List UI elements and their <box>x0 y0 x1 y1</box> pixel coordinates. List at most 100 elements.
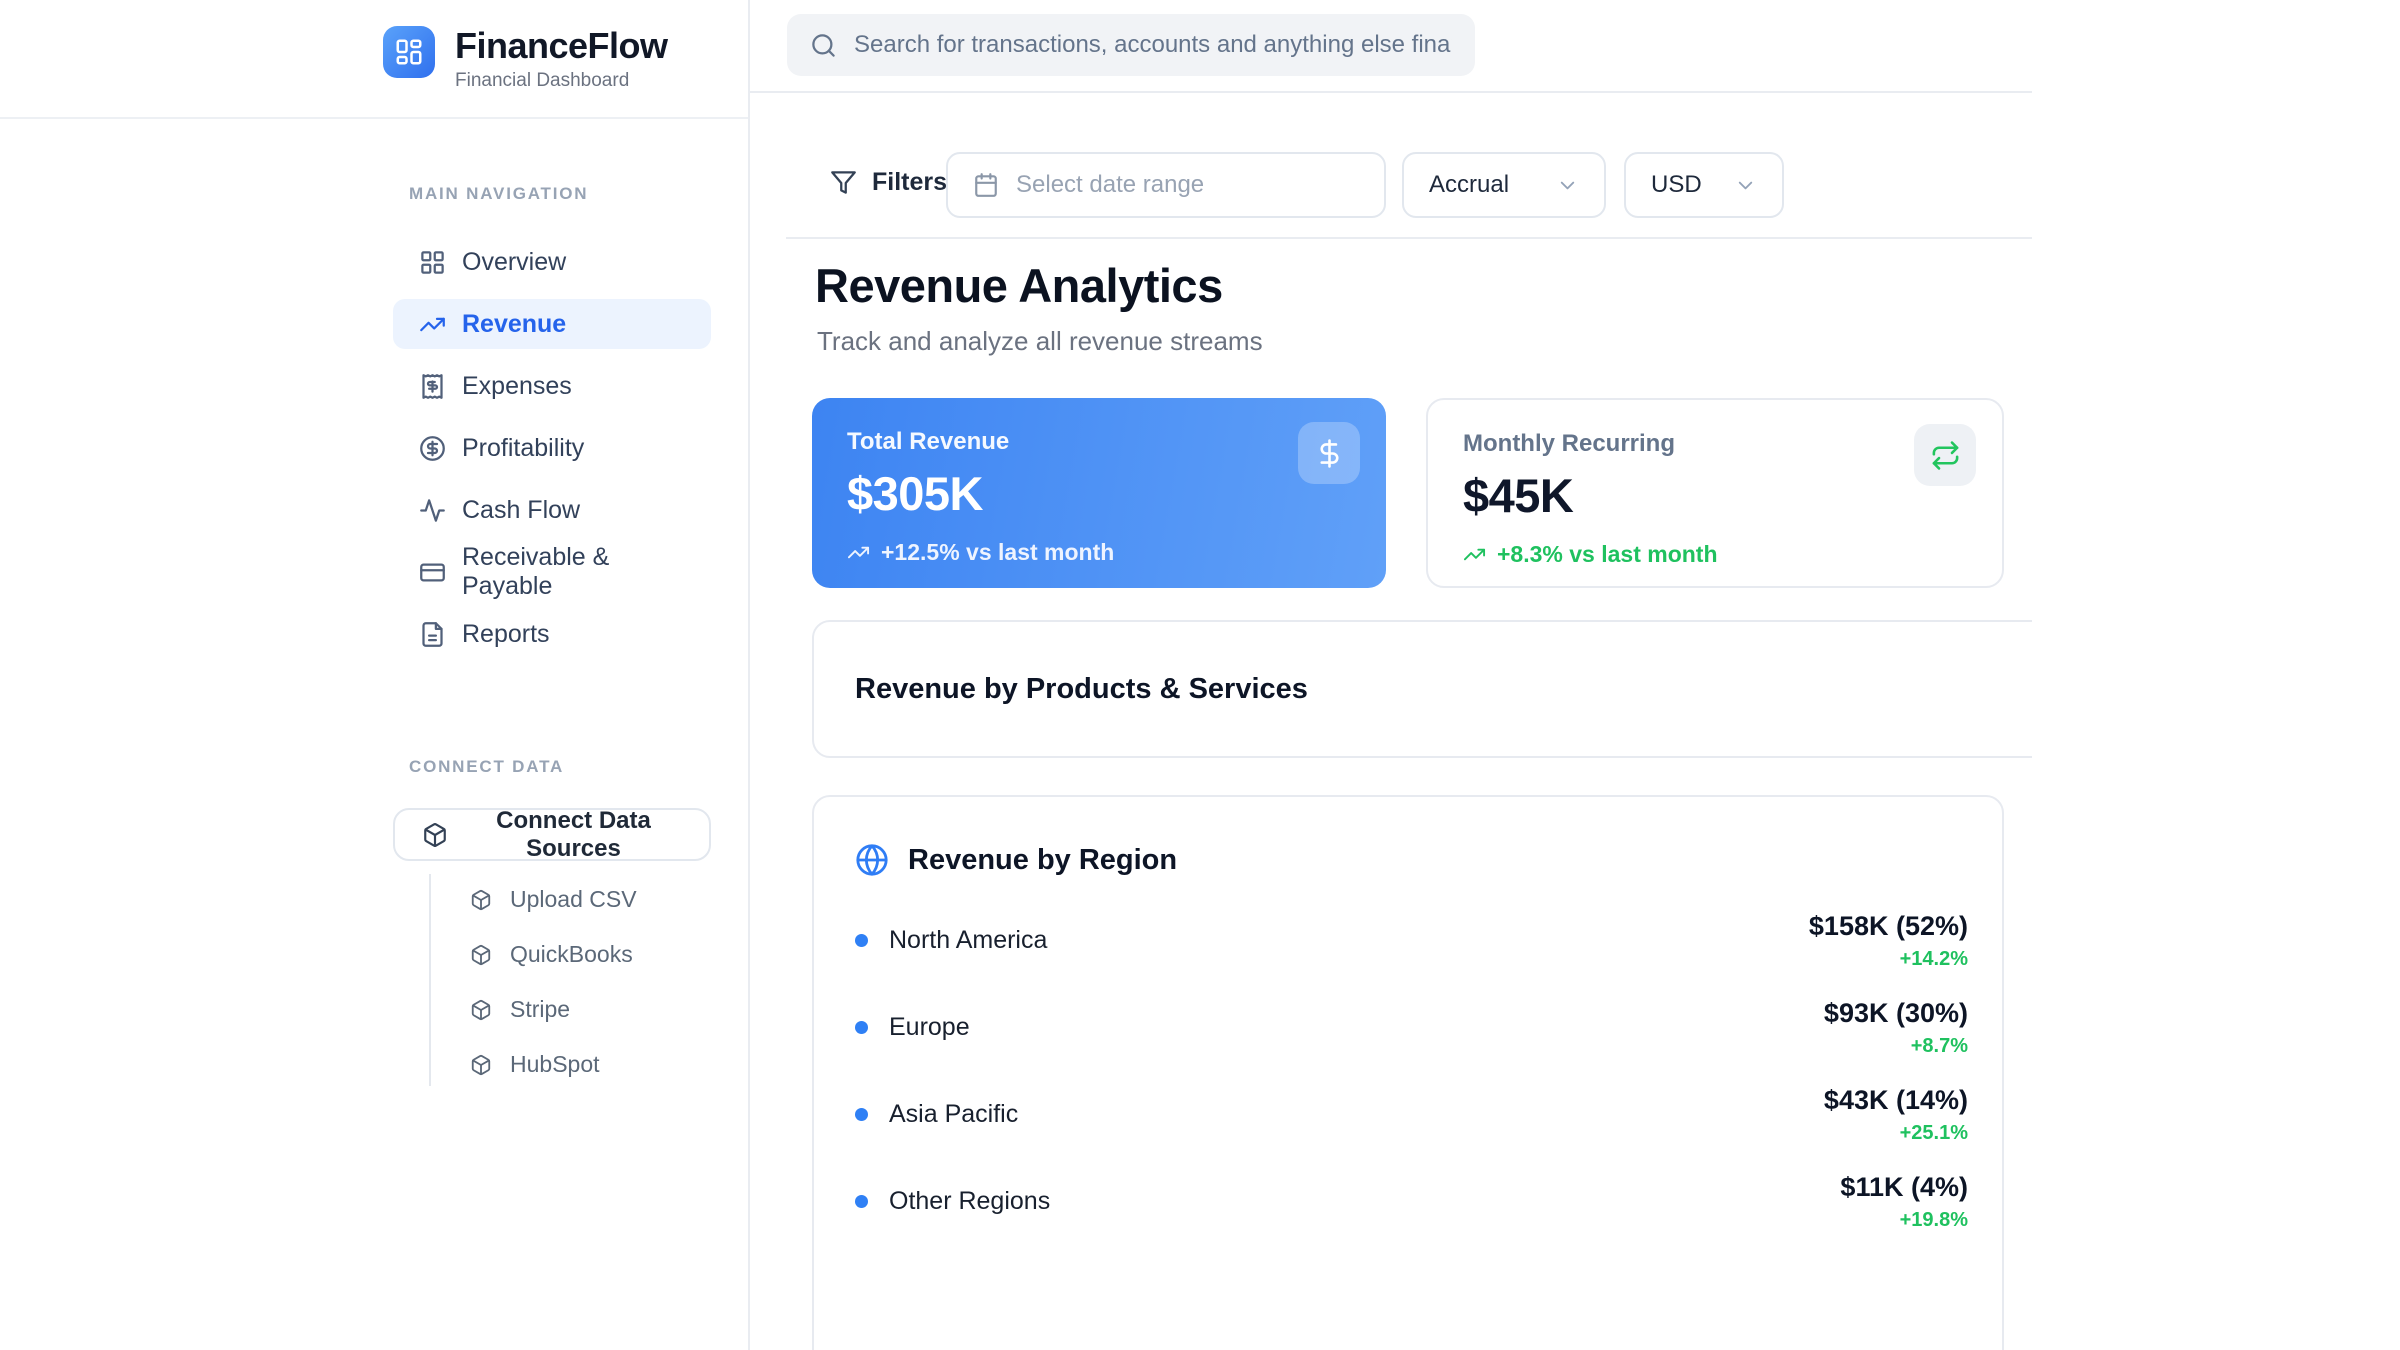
page-subtitle: Track and analyze all revenue streams <box>817 326 1263 356</box>
sidebar-item-revenue[interactable]: Revenue <box>393 299 711 349</box>
kpi-label: Total Revenue <box>847 428 1010 455</box>
sidebar-item-profitability[interactable]: Profitability <box>393 423 711 473</box>
connect-item-label: Stripe <box>510 996 571 1022</box>
region-name: Europe <box>889 1013 970 1041</box>
region-value: $93K (30%) <box>1823 997 1968 1028</box>
region-name: Other Regions <box>889 1187 1051 1215</box>
sidebar-item-label: Revenue <box>462 309 567 338</box>
dashboard-logo-icon <box>394 37 424 67</box>
bullet-dot-icon <box>855 934 868 947</box>
brand-tagline: Financial Dashboard <box>455 70 630 91</box>
sidebar-item-label: Reports <box>462 619 550 648</box>
connect-item-upload-csv[interactable]: Upload CSV <box>470 872 637 927</box>
kpi-label: Monthly Recurring <box>1463 430 1676 457</box>
calendar-icon <box>973 172 999 198</box>
trending-up-icon <box>419 311 446 338</box>
kpi-delta: +8.3% vs last month <box>1463 541 1967 568</box>
kpi-monthly-recurring-card: Monthly Recurring $45K +8.3% vs last mon… <box>1426 398 2004 588</box>
search-box <box>787 14 1475 76</box>
region-delta: +25.1% <box>1899 1121 1968 1144</box>
date-range-placeholder: Select date range <box>1016 171 1205 198</box>
layout-grid-icon <box>419 249 446 276</box>
filters-label: Filters <box>872 168 948 196</box>
package-icon <box>470 944 492 966</box>
sidebar-item-label: Overview <box>462 247 567 276</box>
region-delta: +8.7% <box>1910 1034 1968 1057</box>
kpi-value: $305K <box>847 467 984 520</box>
file-text-icon <box>419 621 446 648</box>
sidebar-item-label: Cash Flow <box>462 495 581 524</box>
connect-data-sources-button[interactable]: Connect Data Sources <box>393 807 711 862</box>
connect-item-label: QuickBooks <box>510 941 633 967</box>
page-title: Revenue Analytics <box>815 259 1223 312</box>
region-name: North America <box>889 926 1048 954</box>
package-icon <box>470 889 492 911</box>
currency-value: USD <box>1651 171 1702 198</box>
region-row-left: North America <box>855 926 1047 955</box>
globe-icon <box>855 843 889 877</box>
accounting-basis-select[interactable]: Accrual <box>1402 152 1606 218</box>
sidebar: FinanceFlow Financial Dashboard MAIN NAV… <box>0 0 750 1350</box>
region-row-left: Europe <box>855 1013 970 1042</box>
basis-value: Accrual <box>1429 171 1510 198</box>
topbar <box>750 0 2032 93</box>
trending-up-icon <box>1463 543 1486 566</box>
search-input[interactable] <box>854 31 1452 59</box>
sidebar-item-receivable-payable[interactable]: Receivable & Payable <box>393 543 711 600</box>
region-list: North America $158K (52%) +14.2% Europe … <box>855 897 1968 1245</box>
chevron-down-icon <box>1734 174 1757 197</box>
region-row-europe: Europe $93K (30%) +8.7% <box>855 984 1968 1071</box>
connect-section-label: CONNECT DATA <box>409 757 565 776</box>
dollar-sign-icon <box>1314 438 1345 469</box>
brand-text: FinanceFlow Financial Dashboard <box>455 26 668 92</box>
filter-funnel-icon <box>830 169 857 196</box>
revenue-by-region-card: Revenue by Region North America $158K (5… <box>812 795 2004 1350</box>
sidebar-item-cash-flow[interactable]: Cash Flow <box>393 485 711 535</box>
brand-name: FinanceFlow <box>455 25 668 66</box>
package-icon <box>470 1054 492 1076</box>
connect-item-stripe[interactable]: Stripe <box>470 982 637 1037</box>
region-delta: +19.8% <box>1899 1208 1968 1231</box>
package-icon <box>422 822 448 848</box>
currency-select[interactable]: USD <box>1624 152 1784 218</box>
date-range-input[interactable]: Select date range <box>946 152 1386 218</box>
kpi-value: $45K <box>1463 469 1574 522</box>
connect-item-quickbooks[interactable]: QuickBooks <box>470 927 637 982</box>
trending-up-icon <box>847 541 870 564</box>
search-icon <box>810 32 837 59</box>
chevron-down-icon <box>1556 174 1579 197</box>
region-delta: +14.2% <box>1899 947 1968 970</box>
connect-item-hubspot[interactable]: HubSpot <box>470 1037 637 1092</box>
package-icon <box>470 999 492 1021</box>
region-row-right: $93K (30%) +8.7% <box>1824 997 1968 1059</box>
connect-source-list: Upload CSV QuickBooks Stripe HubSpot <box>470 872 637 1092</box>
region-row-right: $158K (52%) +14.2% <box>1809 910 1968 972</box>
region-value: $43K (14%) <box>1823 1084 1968 1115</box>
region-value: $158K (52%) <box>1808 910 1968 941</box>
kpi-delta-text: +8.3% vs last month <box>1497 541 1718 567</box>
sidebar-item-label: Expenses <box>462 371 572 400</box>
repeat-icon <box>1930 440 1961 471</box>
circle-dollar-icon <box>419 435 446 462</box>
revenue-by-products-section: Revenue by Products & Services <box>812 620 2032 760</box>
region-value: $11K (4%) <box>1840 1171 1968 1202</box>
kpi-delta: +12.5% vs last month <box>847 539 1351 566</box>
sidebar-item-overview[interactable]: Overview <box>393 237 711 287</box>
bullet-dot-icon <box>855 1195 868 1208</box>
connect-tree-line <box>429 874 431 1086</box>
sidebar-item-reports[interactable]: Reports <box>393 609 711 659</box>
region-row-left: Asia Pacific <box>855 1100 1018 1129</box>
receipt-icon <box>419 373 446 400</box>
brand[interactable]: FinanceFlow Financial Dashboard <box>383 26 668 92</box>
filters-button[interactable]: Filters <box>830 168 947 197</box>
sidebar-item-expenses[interactable]: Expenses <box>393 361 711 411</box>
region-row-right: $43K (14%) +25.1% <box>1824 1084 1968 1146</box>
sidebar-item-label: Receivable & Payable <box>462 543 610 600</box>
region-card-header: Revenue by Region <box>855 843 1968 877</box>
section-title: Revenue by Region <box>908 843 1178 876</box>
region-row-other-regions: Other Regions $11K (4%) +19.8% <box>855 1158 1968 1245</box>
kpi-icon-badge <box>1914 424 1976 486</box>
nav-section-label: MAIN NAVIGATION <box>409 184 589 203</box>
region-name: Asia Pacific <box>889 1100 1019 1128</box>
